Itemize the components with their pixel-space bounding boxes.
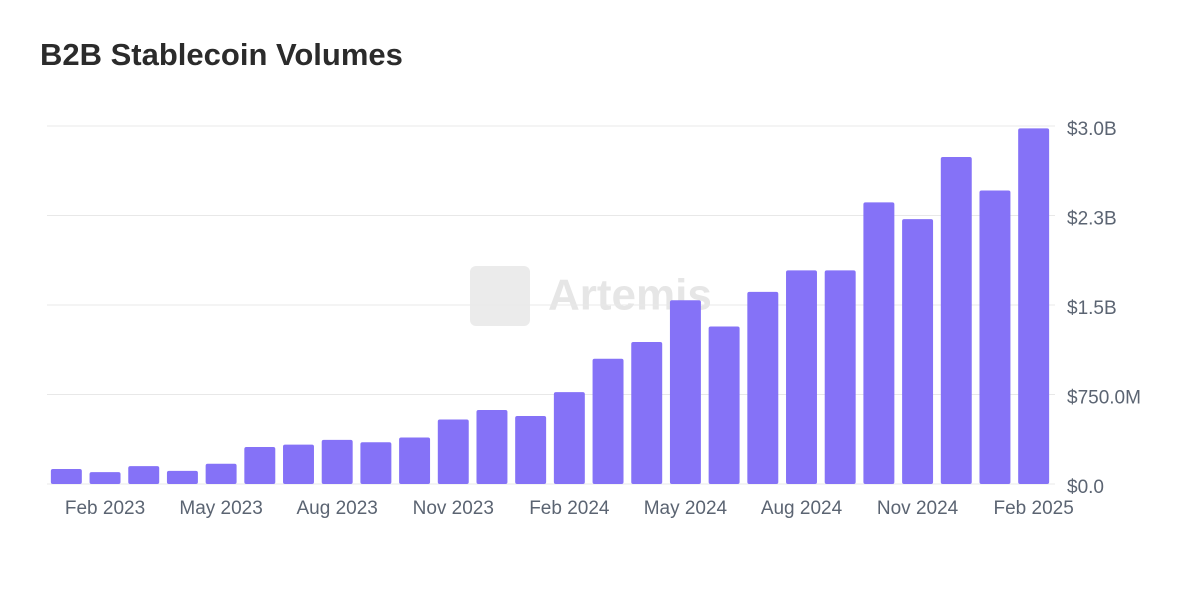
x-tick-label: Feb 2025 bbox=[994, 498, 1074, 519]
y-tick-label: $750.0M bbox=[1067, 388, 1141, 409]
bar bbox=[166, 470, 198, 484]
chart-title: B2B Stablecoin Volumes bbox=[40, 37, 403, 72]
x-tick-label: Nov 2024 bbox=[877, 498, 959, 519]
bar bbox=[244, 447, 276, 484]
bar bbox=[128, 466, 160, 484]
bar bbox=[205, 463, 237, 484]
bar bbox=[863, 202, 895, 484]
x-tick-label: Aug 2023 bbox=[297, 498, 378, 519]
y-tick-label: $3.0B bbox=[1067, 119, 1117, 140]
x-tick-label: Aug 2024 bbox=[761, 498, 843, 519]
bar bbox=[747, 291, 779, 484]
bar bbox=[902, 219, 934, 484]
bar bbox=[437, 419, 469, 484]
y-tick-label: $0.0 bbox=[1067, 477, 1104, 498]
x-tick-label: May 2023 bbox=[179, 498, 262, 519]
bar bbox=[321, 439, 353, 484]
bar bbox=[669, 300, 701, 484]
watermark-logo bbox=[470, 266, 530, 326]
bar bbox=[89, 472, 121, 484]
bar bbox=[631, 341, 663, 484]
bar bbox=[708, 326, 740, 484]
bar bbox=[283, 444, 314, 484]
bar bbox=[553, 392, 585, 484]
bar bbox=[979, 190, 1011, 484]
x-tick-label: Nov 2023 bbox=[413, 498, 494, 519]
bar bbox=[824, 270, 856, 484]
bar bbox=[515, 415, 547, 484]
x-tick-label: Feb 2024 bbox=[529, 498, 610, 519]
x-tick-label: May 2024 bbox=[644, 498, 728, 519]
bar bbox=[940, 157, 972, 484]
bar bbox=[1018, 128, 1050, 485]
bar bbox=[476, 410, 508, 484]
bar bbox=[592, 358, 624, 484]
bar bbox=[786, 270, 817, 484]
bar bbox=[399, 437, 431, 484]
bar bbox=[50, 468, 82, 484]
y-tick-label: $2.3B bbox=[1067, 209, 1117, 230]
x-tick-label: Feb 2023 bbox=[65, 498, 145, 519]
y-tick-label: $1.5B bbox=[1067, 298, 1117, 319]
bar bbox=[360, 442, 392, 484]
